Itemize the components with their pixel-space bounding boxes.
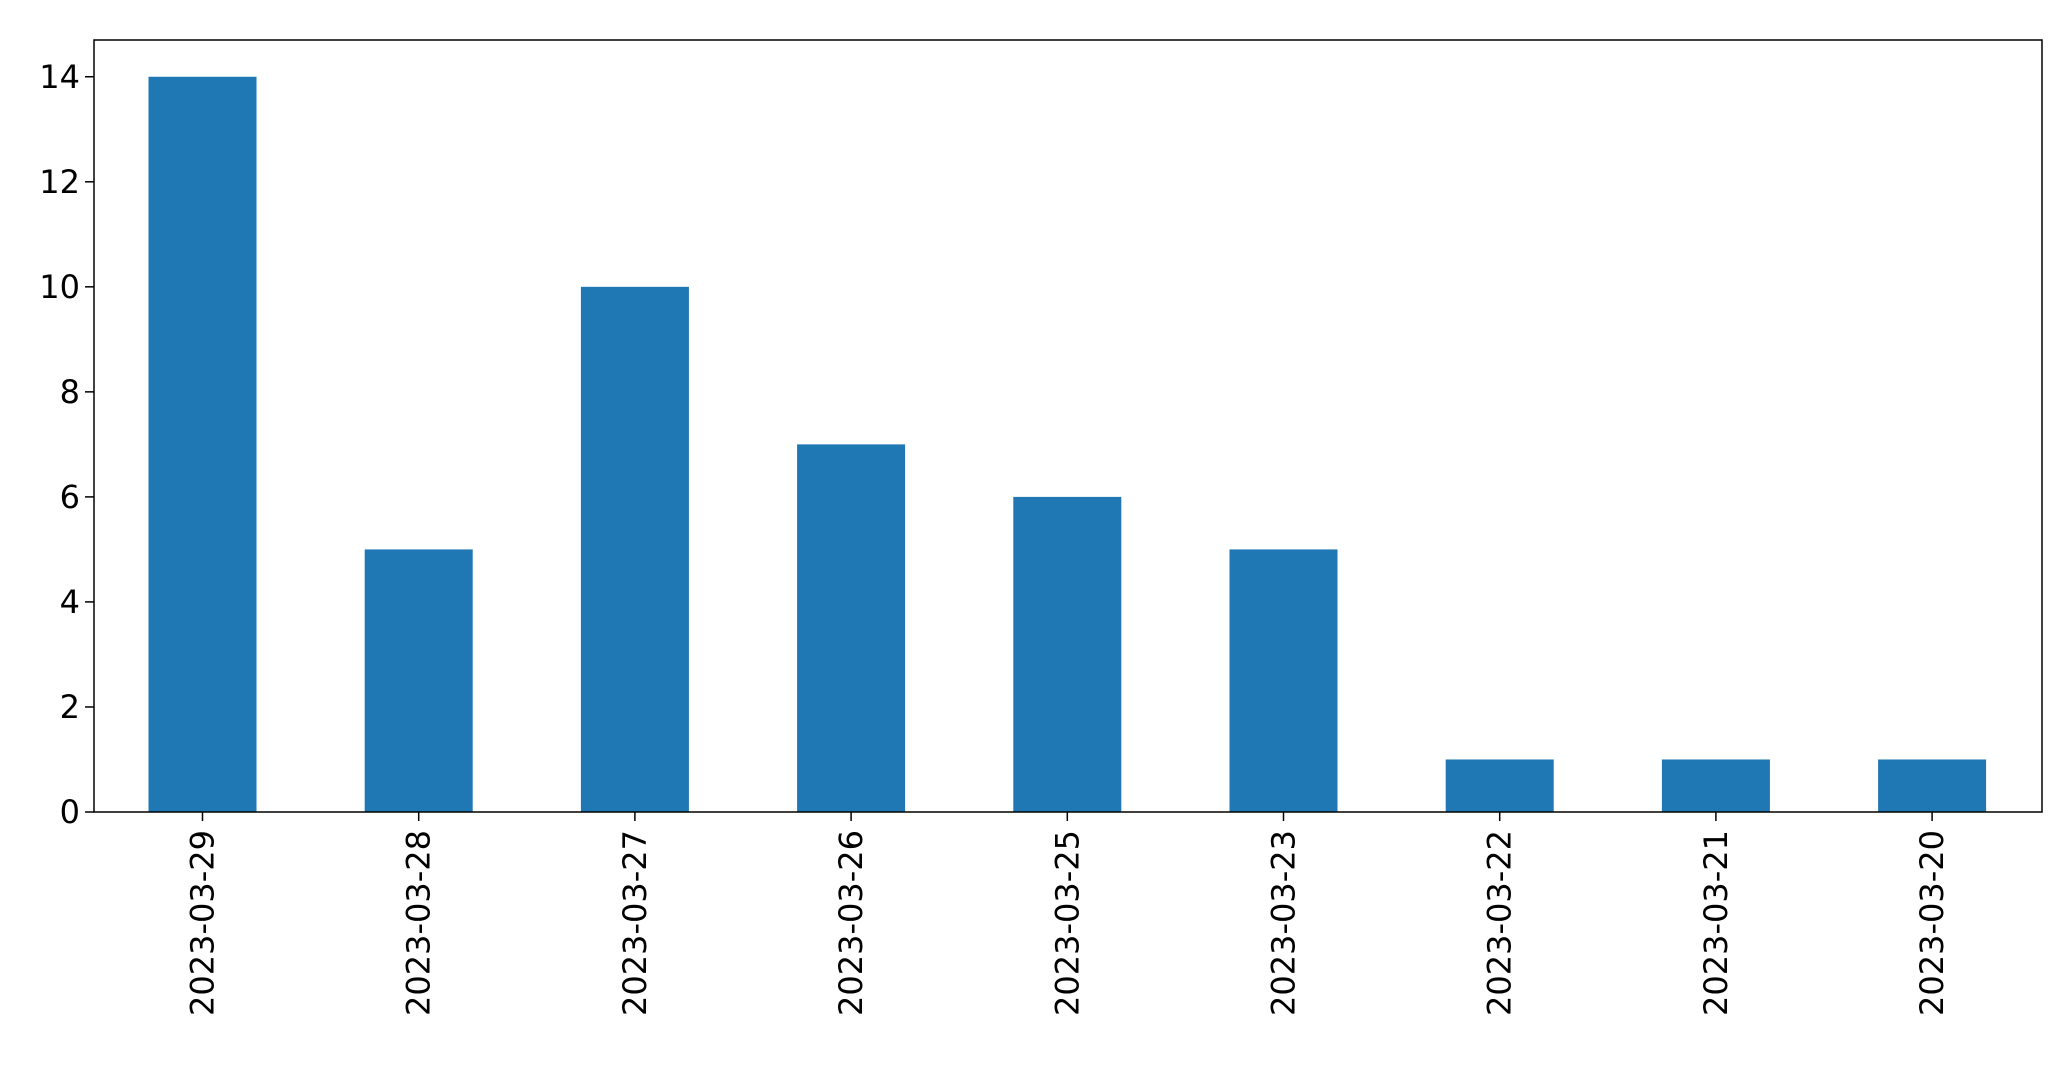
y-tick-label: 10 [39,268,80,306]
x-tick-label: 2023-03-20 [1913,830,1951,1016]
x-tick-label: 2023-03-26 [832,830,870,1016]
x-tick-label: 2023-03-27 [616,830,654,1016]
y-tick-label: 2 [60,688,80,726]
bar-2023-03-28 [364,549,473,812]
bar-2023-03-29 [148,76,257,812]
plot-frame [93,39,2043,813]
x-tick-label: 2023-03-23 [1265,830,1303,1016]
bars-layer [148,76,1987,812]
bar-2023-03-26 [797,444,906,812]
x-tick-label: 2023-03-25 [1048,830,1086,1016]
bar-2023-03-20 [1878,759,1987,812]
x-tick-label: 2023-03-28 [400,830,438,1016]
y-axis: 0 2 4 6 8 10 12 14 [39,58,94,831]
bar-2023-03-25 [1013,496,1122,812]
y-tick-label: 8 [60,373,80,411]
x-axis: 2023-03-29 2023-03-28 2023-03-27 2023-03-26… [184,812,1951,1016]
y-tick-label: 6 [60,478,80,516]
y-tick-label: 12 [39,163,80,201]
bar-2023-03-21 [1661,759,1770,812]
x-tick-label: 2023-03-21 [1697,830,1735,1016]
x-tick-label: 2023-03-22 [1481,830,1519,1016]
bar-2023-03-23 [1229,549,1338,812]
bar-2023-03-27 [580,286,689,812]
y-tick-label: 4 [60,583,80,621]
x-tick-label: 2023-03-29 [184,830,222,1016]
y-tick-label: 0 [60,793,80,831]
bar-2023-03-22 [1445,759,1554,812]
y-tick-label: 14 [39,58,80,96]
